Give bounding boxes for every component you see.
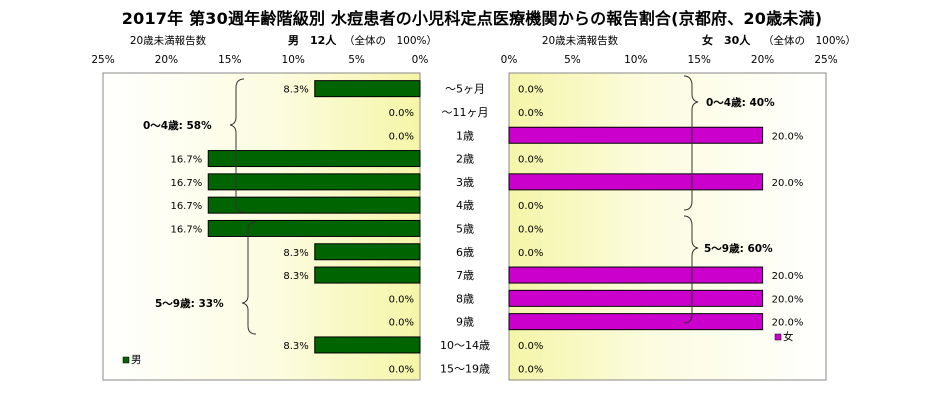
- male-value-labels: 8.3% 0.0% 0.0% 16.7% 16.7% 16.7% 16.7% 8.3% 8.3%…: [170, 85, 414, 376]
- female-tick-label: 25%: [814, 54, 837, 66]
- category-label: 2歳: [456, 153, 474, 166]
- female-brace-0-4: [683, 75, 699, 211]
- female-axis-ticks: 0% 5% 10% 15% 20% 25%: [501, 54, 838, 66]
- category-labels: ～5ヶ月 ～11ヶ月 1歳 2歳 3歳 4歳 5歳 6歳 7歳 8歳 9歳 10～14歳 15～19歳: [440, 83, 490, 376]
- female-data-label: 0.0%: [518, 364, 543, 375]
- female-annotation-0-4: 0～4歳: 40%: [706, 96, 775, 109]
- chart-title: 2017年 第30週年齢階級別 水痘患者の小児科定点医療機関からの報告割合(京都…: [121, 9, 823, 28]
- female-data-label: 0.0%: [518, 341, 543, 352]
- category-label: 7歳: [456, 269, 474, 282]
- female-legend-label: 女: [783, 330, 794, 343]
- male-data-label: 8.3%: [283, 248, 308, 259]
- male-header-note: （全体の 100%）: [344, 34, 437, 47]
- category-label: 5歳: [456, 222, 474, 235]
- male-panel: 25% 20% 15% 10% 5% 0% 20歳未満報告数 男 12人 （全体の 100…: [91, 33, 437, 381]
- female-axis-label: 20歳未満報告数: [542, 34, 619, 47]
- category-label: 6歳: [456, 246, 474, 259]
- category-label: 3歳: [456, 176, 474, 189]
- male-data-label: 8.3%: [283, 271, 308, 282]
- female-brace-5-9: [683, 215, 699, 324]
- female-data-label: 0.0%: [518, 224, 543, 235]
- female-tick-label: 20%: [751, 54, 774, 66]
- female-tick-label: 5%: [564, 54, 581, 66]
- female-data-label: 20.0%: [772, 131, 804, 142]
- female-data-label: 0.0%: [518, 201, 543, 212]
- female-value-labels: 0.0% 0.0% 20.0% 0.0% 20.0% 0.0% 0.0% 0.0% 20.0% 2…: [518, 85, 803, 376]
- female-tick-label: 0%: [501, 54, 518, 66]
- male-bar: [207, 173, 421, 191]
- female-data-label: 20.0%: [772, 318, 804, 329]
- male-tick-label: 0%: [412, 54, 429, 66]
- female-bar: [508, 173, 764, 191]
- male-header: 男 12人: [288, 33, 337, 47]
- female-bar: [508, 313, 764, 331]
- female-header: 女 30人: [702, 33, 751, 47]
- female-data-label: 20.0%: [772, 178, 804, 189]
- male-bar: [314, 243, 421, 261]
- male-bar: [314, 336, 421, 354]
- female-annotation-5-9: 5～9歳: 60%: [704, 242, 773, 255]
- female-bars: [508, 126, 764, 331]
- female-data-label: 0.0%: [518, 155, 543, 166]
- male-bars: [207, 80, 421, 354]
- male-legend-label: 男: [131, 354, 142, 366]
- male-data-label: 0.0%: [389, 108, 414, 119]
- category-label: ～5ヶ月: [445, 83, 485, 96]
- female-bar: [508, 289, 764, 307]
- female-data-label: 0.0%: [518, 85, 543, 96]
- male-bar: [314, 266, 421, 284]
- male-data-label: 16.7%: [170, 224, 202, 235]
- female-panel: 0% 5% 10% 15% 20% 25% 20歳未満報告数 女 30人 （全体の 100…: [501, 33, 856, 381]
- male-legend-swatch: [122, 356, 130, 364]
- male-data-label: 0.0%: [389, 294, 414, 305]
- male-data-label: 16.7%: [170, 201, 202, 212]
- male-annotation-0-4: 0～4歳: 58%: [143, 119, 212, 132]
- male-data-label: 0.0%: [389, 364, 414, 375]
- category-label: 15～19歳: [440, 362, 490, 375]
- category-label: 8歳: [456, 292, 474, 305]
- female-data-label: 0.0%: [518, 248, 543, 259]
- male-data-label: 8.3%: [283, 85, 308, 96]
- male-tick-label: 15%: [218, 54, 241, 66]
- category-label: 10～14歳: [440, 339, 490, 352]
- female-legend-swatch: [774, 333, 782, 341]
- female-tick-label: 15%: [688, 54, 711, 66]
- category-label: ～11ヶ月: [442, 106, 489, 119]
- male-bar: [314, 80, 421, 98]
- male-data-label: 16.7%: [170, 155, 202, 166]
- female-tick-label: 10%: [624, 54, 647, 66]
- male-brace-5-9: [241, 221, 257, 335]
- female-header-note: （全体の 100%）: [763, 34, 856, 47]
- female-bar: [508, 266, 764, 284]
- male-axis-label: 20歳未満報告数: [130, 34, 207, 47]
- male-data-label: 0.0%: [389, 318, 414, 329]
- male-brace-0-4: [229, 78, 245, 213]
- male-tick-label: 25%: [91, 54, 114, 66]
- female-data-label: 20.0%: [772, 294, 804, 305]
- male-bar: [207, 196, 421, 214]
- male-axis-ticks: 25% 20% 15% 10% 5% 0%: [91, 54, 428, 66]
- male-bar: [207, 219, 421, 237]
- male-data-label: 16.7%: [170, 178, 202, 189]
- male-tick-label: 5%: [348, 54, 365, 66]
- category-label: 4歳: [456, 199, 474, 212]
- female-bar: [508, 126, 764, 144]
- male-tick-label: 20%: [155, 54, 178, 66]
- female-data-label: 20.0%: [772, 271, 804, 282]
- male-data-label: 8.3%: [283, 341, 308, 352]
- category-label: 1歳: [456, 129, 474, 142]
- male-bar: [207, 150, 421, 168]
- male-tick-label: 10%: [282, 54, 305, 66]
- category-label: 9歳: [456, 316, 474, 329]
- male-annotation-5-9: 5～9歳: 33%: [155, 297, 224, 310]
- male-data-label: 0.0%: [389, 131, 414, 142]
- female-data-label: 0.0%: [518, 108, 543, 119]
